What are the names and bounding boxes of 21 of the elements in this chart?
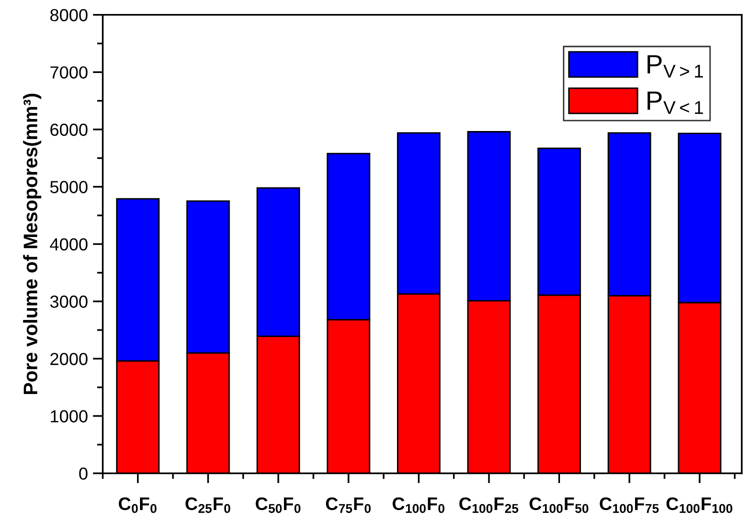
- y-tick-label: 1000: [50, 410, 88, 422]
- x-tick-label: C$_{50}$F$_{0}$: [256, 497, 300, 513]
- x-tick-label: C$_{0}$F$_{0}$: [118, 497, 157, 513]
- x-tick-label: C$_{25}$F$_{0}$: [186, 497, 230, 513]
- x-tick-label: C$_{100}$F$_{0}$: [392, 497, 444, 513]
- x-tick-label: C$_{100}$F$_{25}$: [459, 497, 518, 513]
- y-axis-title: Pore volume of Mesopores(mm³): [23, 94, 42, 394]
- y-tick-label: 5000: [50, 180, 88, 194]
- y-tick-label: 2000: [50, 352, 88, 366]
- y-tick-label: 3000: [50, 296, 88, 308]
- y-tick-label: 8000: [50, 9, 88, 22]
- x-tick-label: C$_{100}$F$_{75}$: [600, 497, 659, 513]
- y-tick-label: 6000: [50, 124, 88, 136]
- legend-label: P$_{V<1}$: [648, 92, 703, 114]
- y-tick-label: 0: [79, 467, 88, 480]
- y-tick-label: 4000: [50, 238, 88, 251]
- x-tick-label: C$_{100}$F$_{50}$: [530, 497, 588, 513]
- legend-label: P$_{V>1}$: [648, 55, 703, 78]
- x-tick-label: C$_{100}$F$_{100}$: [666, 497, 732, 513]
- x-tick-label: C$_{75}$F$_{0}$: [326, 497, 371, 513]
- y-tick-label: 7000: [50, 66, 88, 79]
